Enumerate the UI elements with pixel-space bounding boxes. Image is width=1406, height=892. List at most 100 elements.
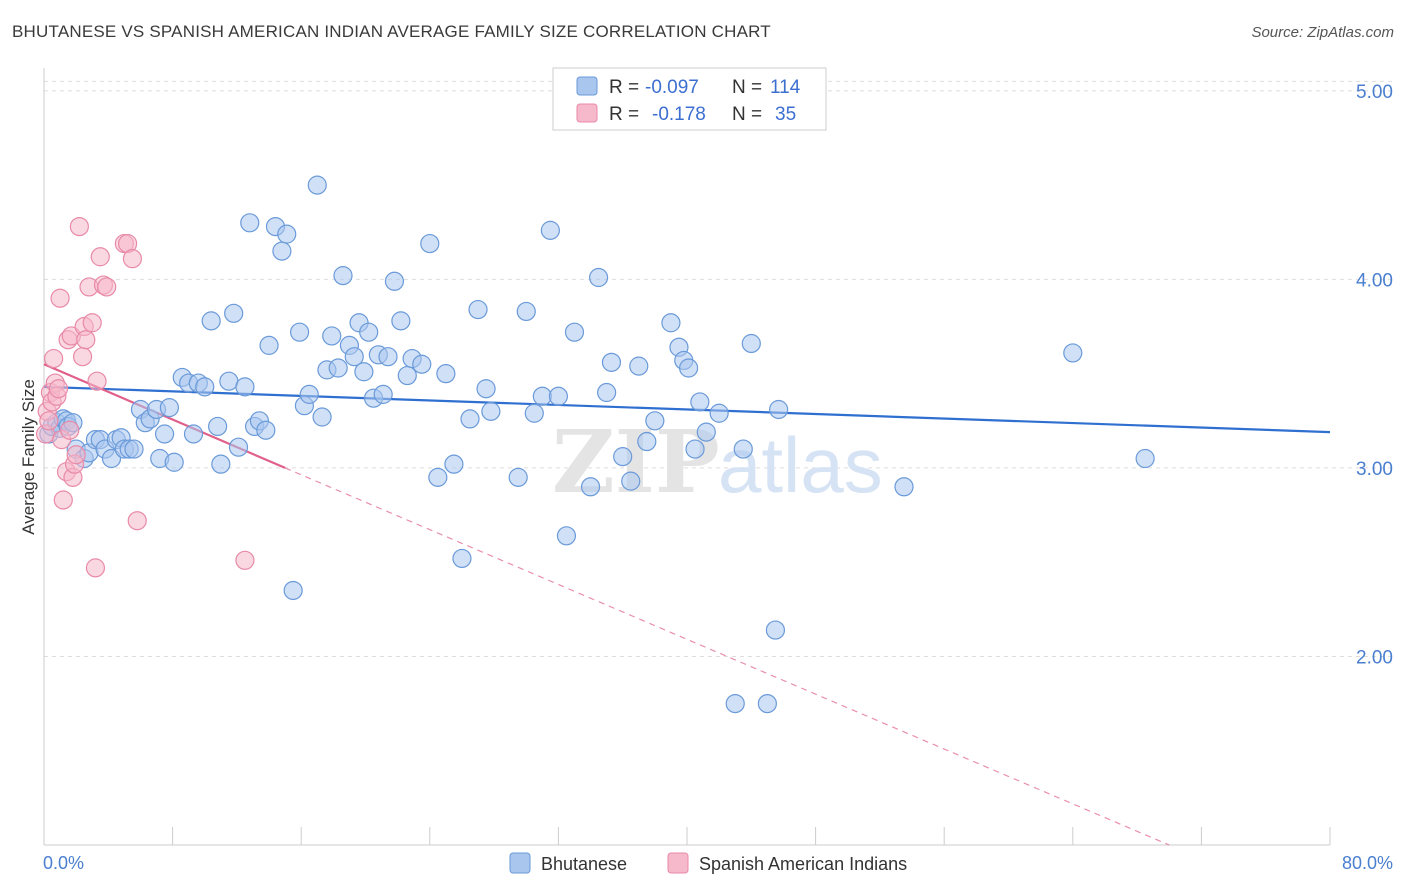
data-point-bhutanese xyxy=(333,266,353,286)
data-point-spanish-american-indian xyxy=(44,348,64,369)
bottom-legend: Bhutanese Spanish American Indians xyxy=(509,852,907,874)
data-point-bhutanese xyxy=(637,431,657,452)
data-point-spanish-american-indian xyxy=(39,411,59,431)
data-point-bhutanese xyxy=(159,397,179,418)
data-point-spanish-american-indian xyxy=(127,511,147,531)
data-point-bhutanese xyxy=(299,384,319,404)
data-point-bhutanese xyxy=(373,384,393,404)
watermark-zip: ZIP xyxy=(552,412,720,513)
data-point-spanish-american-indian xyxy=(90,247,110,267)
data-point-bhutanese xyxy=(219,371,239,391)
data-point-bhutanese xyxy=(540,220,560,240)
data-point-bhutanese xyxy=(359,322,379,342)
data-point-bhutanese xyxy=(256,420,276,440)
data-point-bhutanese xyxy=(733,439,753,459)
data-point-bhutanese xyxy=(481,401,501,421)
data-point-bhutanese xyxy=(516,301,536,322)
watermark-atlas: atlas xyxy=(718,421,883,509)
data-point-bhutanese xyxy=(508,467,528,487)
data-point-bhutanese xyxy=(548,386,569,406)
data-point-bhutanese xyxy=(725,693,745,714)
data-point-bhutanese xyxy=(228,437,249,457)
legend-box: R = -0.097 N = 114 R = -0.178 N = 35 xyxy=(552,67,827,131)
data-point-spanish-american-indian xyxy=(85,558,106,578)
spanish-american-indian-points xyxy=(36,217,255,578)
data-point-bhutanese xyxy=(428,467,448,487)
data-point-bhutanese xyxy=(621,471,641,491)
data-point-bhutanese xyxy=(613,447,633,467)
data-point-bhutanese xyxy=(384,271,405,291)
data-point-bhutanese xyxy=(601,352,622,372)
data-point-bhutanese xyxy=(556,526,577,546)
legend-swatch-pink xyxy=(576,103,598,123)
data-point-bhutanese xyxy=(629,356,649,376)
data-point-bhutanese xyxy=(164,452,184,472)
data-point-bhutanese xyxy=(224,303,244,323)
data-point-bhutanese xyxy=(211,454,231,474)
data-point-bhutanese xyxy=(597,382,617,403)
gridlines xyxy=(44,80,1393,657)
data-point-spanish-american-indian xyxy=(97,277,117,297)
data-point-bhutanese xyxy=(354,362,374,382)
data-point-bhutanese xyxy=(460,409,480,429)
data-point-bhutanese xyxy=(444,454,464,474)
data-point-bhutanese xyxy=(235,377,255,397)
data-point-bhutanese xyxy=(468,299,488,320)
data-point-bhutanese xyxy=(412,354,432,374)
chart-source: Source: ZipAtlas.com xyxy=(1251,24,1394,41)
data-point-bhutanese xyxy=(769,399,789,420)
legend-r-value-2: -0.178 xyxy=(652,104,706,125)
data-point-bhutanese xyxy=(378,347,398,367)
data-point-spanish-american-indian xyxy=(235,550,255,570)
data-point-bhutanese xyxy=(452,548,472,569)
data-point-bhutanese xyxy=(391,311,411,331)
data-point-bhutanese xyxy=(524,403,544,423)
data-point-bhutanese xyxy=(588,267,609,288)
data-point-bhutanese xyxy=(312,407,332,427)
data-point-bhutanese xyxy=(124,439,144,459)
x-tick-label-min: 0.0% xyxy=(43,853,84,873)
data-point-bhutanese xyxy=(154,424,175,444)
legend-r-label-1: R = xyxy=(609,77,639,98)
data-point-spanish-american-indian xyxy=(72,347,93,367)
data-point-bhutanese xyxy=(183,424,204,444)
data-point-bhutanese xyxy=(476,379,496,399)
data-point-bhutanese xyxy=(580,477,601,497)
data-point-bhutanese xyxy=(690,392,710,412)
data-point-spanish-american-indian xyxy=(87,371,107,391)
data-point-bhutanese xyxy=(532,386,552,406)
data-point-bhutanese xyxy=(436,364,456,384)
legend-swatch-blue xyxy=(576,76,598,96)
legend-r-value-1: -0.097 xyxy=(645,77,699,98)
legend-n-label-1: N = xyxy=(732,77,762,98)
data-point-bhutanese xyxy=(240,213,260,233)
data-point-bhutanese xyxy=(208,416,228,437)
data-point-bhutanese xyxy=(696,422,716,442)
data-point-bhutanese xyxy=(765,620,786,640)
bottom-legend-label-spanish: Spanish American Indians xyxy=(699,854,907,874)
y-tick-labels: 2.00 3.00 4.00 5.00 xyxy=(1356,82,1393,669)
chart-title: BHUTANESE VS SPANISH AMERICAN INDIAN AVE… xyxy=(12,22,771,41)
data-point-bhutanese xyxy=(283,580,303,601)
data-point-bhutanese xyxy=(661,313,681,333)
data-point-spanish-american-indian xyxy=(82,313,102,333)
data-point-bhutanese xyxy=(564,322,585,342)
data-point-bhutanese xyxy=(289,322,310,342)
data-point-bhutanese xyxy=(259,335,279,355)
watermark: ZIP atlas xyxy=(552,412,883,513)
data-point-spanish-american-indian xyxy=(66,445,86,465)
data-point-bhutanese xyxy=(1063,343,1083,363)
data-point-bhutanese xyxy=(709,403,729,423)
y-tick-label: 4.00 xyxy=(1356,270,1393,291)
data-point-bhutanese xyxy=(679,358,699,378)
legend-n-value-1: 114 xyxy=(770,77,801,98)
data-point-bhutanese xyxy=(741,333,761,354)
legend-n-value-2: 35 xyxy=(775,104,796,125)
y-tick-label: 2.00 xyxy=(1356,647,1393,668)
data-point-bhutanese xyxy=(757,693,777,714)
y-axis-label: Average Family Size xyxy=(19,379,38,535)
data-point-bhutanese xyxy=(344,347,364,367)
data-point-spanish-american-indian xyxy=(50,288,70,308)
data-point-bhutanese xyxy=(645,411,665,431)
data-point-spanish-american-indian xyxy=(48,379,69,399)
